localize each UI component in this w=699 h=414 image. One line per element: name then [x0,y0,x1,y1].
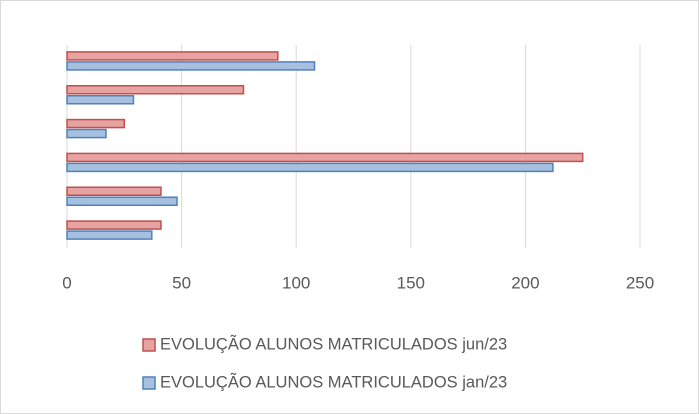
bar [66,128,107,139]
x-tick-label: 50 [172,273,191,292]
bar [66,95,135,105]
bar [66,196,178,206]
x-tick-label: 100 [282,273,310,292]
x-tick-label: 150 [397,273,425,292]
legend-label: EVOLUÇÃO ALUNOS MATRICULADOS jun/23 [160,333,507,353]
bar [66,186,162,196]
bar [66,230,153,240]
bar [66,51,279,61]
bar [66,162,554,173]
legend-swatch [142,376,156,390]
bar [66,61,316,71]
x-tick-label: 250 [626,273,654,292]
bar [66,220,162,230]
bar [66,152,584,163]
legend-label: EVOLUÇÃO ALUNOS MATRICULADOS jan/23 [160,371,507,391]
x-tick-label: 200 [511,273,539,292]
bar [66,118,126,129]
x-tick-label: 0 [62,273,71,292]
bar [66,85,245,95]
legend-swatch [142,338,156,352]
